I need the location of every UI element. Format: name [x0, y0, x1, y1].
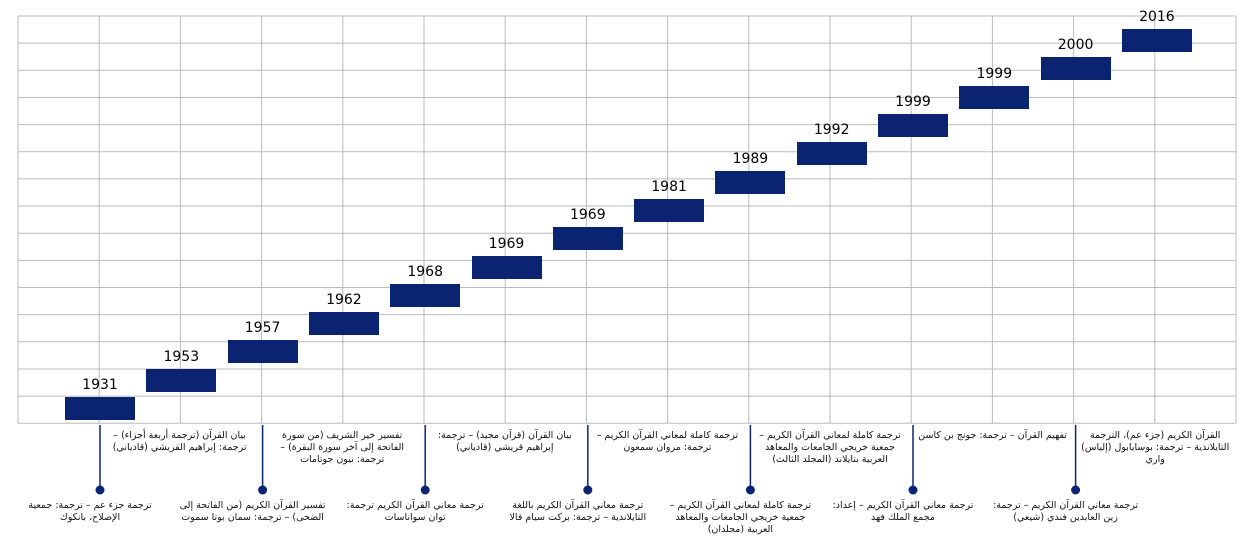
year-label: 1957 — [244, 320, 281, 337]
year-label: 1981 — [651, 178, 687, 195]
event-text: بيان القرآن (قرآن مجيد) – ترجمة: إبراهيم… — [437, 430, 572, 453]
timeline-bar — [471, 255, 542, 279]
event-text: بيان القرآن (ترجمة أربعة أجزاء) – ترجمة:… — [112, 430, 247, 453]
connector-dot — [1071, 485, 1081, 495]
year-label: 2016 — [1139, 9, 1175, 26]
timeline-bar — [390, 283, 461, 307]
timeline-bar — [227, 340, 298, 364]
event-text: القرآن الكريم (جزء عم)، الترجمة التايلان… — [1081, 430, 1230, 465]
connector-dot — [745, 485, 755, 495]
year-label: 1999 — [976, 65, 1013, 82]
connector-dot — [420, 485, 430, 495]
timeline-bar — [146, 368, 217, 392]
event-text: ترجمة معاني القرآن الكريم باللغة التايلا… — [509, 500, 647, 523]
year-label: 1969 — [569, 207, 606, 224]
year-label: 1953 — [163, 348, 200, 365]
timeline-bar — [1121, 29, 1192, 53]
event-text: ترجمة معاني القرآن الكريم – إعداد: مجمع … — [832, 500, 974, 523]
timeline-bar — [715, 170, 786, 194]
year-label: 1962 — [326, 292, 362, 309]
timeline-bar — [308, 312, 379, 336]
event-text: تفسير القرآن الكريم (من الفاتحة إلى الضح… — [179, 500, 326, 523]
connector-dot — [258, 485, 268, 495]
year-label: 1999 — [895, 94, 931, 110]
connector-dot — [908, 485, 918, 495]
event-text: ترجمة معاني القرآن الكريم – ترجمة: زين ا… — [993, 500, 1139, 523]
timeline-bar — [796, 142, 867, 166]
year-label: 1969 — [488, 235, 525, 252]
event-text: تفسير خير الشريف (من سورة الفاتحة إلى آخ… — [280, 430, 405, 465]
event-text: ترجمة معاني القرآن الكريم ترجمة: توان سو… — [346, 500, 484, 523]
event-text: ترجمة كاملة لمعاني القرآن الكريم – ترجمة… — [596, 430, 739, 453]
connector-dot — [95, 485, 105, 495]
year-label: 2000 — [1057, 37, 1094, 54]
year-label: 1992 — [813, 122, 850, 139]
timeline-bar — [878, 114, 948, 137]
timeline-bar — [634, 198, 705, 222]
event-text: ترجمة جزء عم – ترجمة: جمعية الإصلاح، بان… — [28, 500, 152, 523]
year-label: 1931 — [82, 377, 118, 393]
timeline-bar — [959, 85, 1030, 109]
timeline-bar — [65, 397, 135, 420]
event-text: ترجمة كاملة لمعاني القرآن الكريم – جمعية… — [669, 500, 812, 535]
connector-dot — [583, 485, 593, 495]
event-text: ترجمة كاملة لمعاني القرآن الكريم – جمعية… — [759, 430, 901, 465]
year-label: 1968 — [407, 263, 443, 280]
timeline-bar — [552, 227, 623, 251]
year-label: 1989 — [732, 150, 769, 167]
event-text: تفهيم القرآن – ترجمة: جونج بن كاسن — [918, 430, 1067, 441]
timeline-bar — [1040, 57, 1111, 81]
